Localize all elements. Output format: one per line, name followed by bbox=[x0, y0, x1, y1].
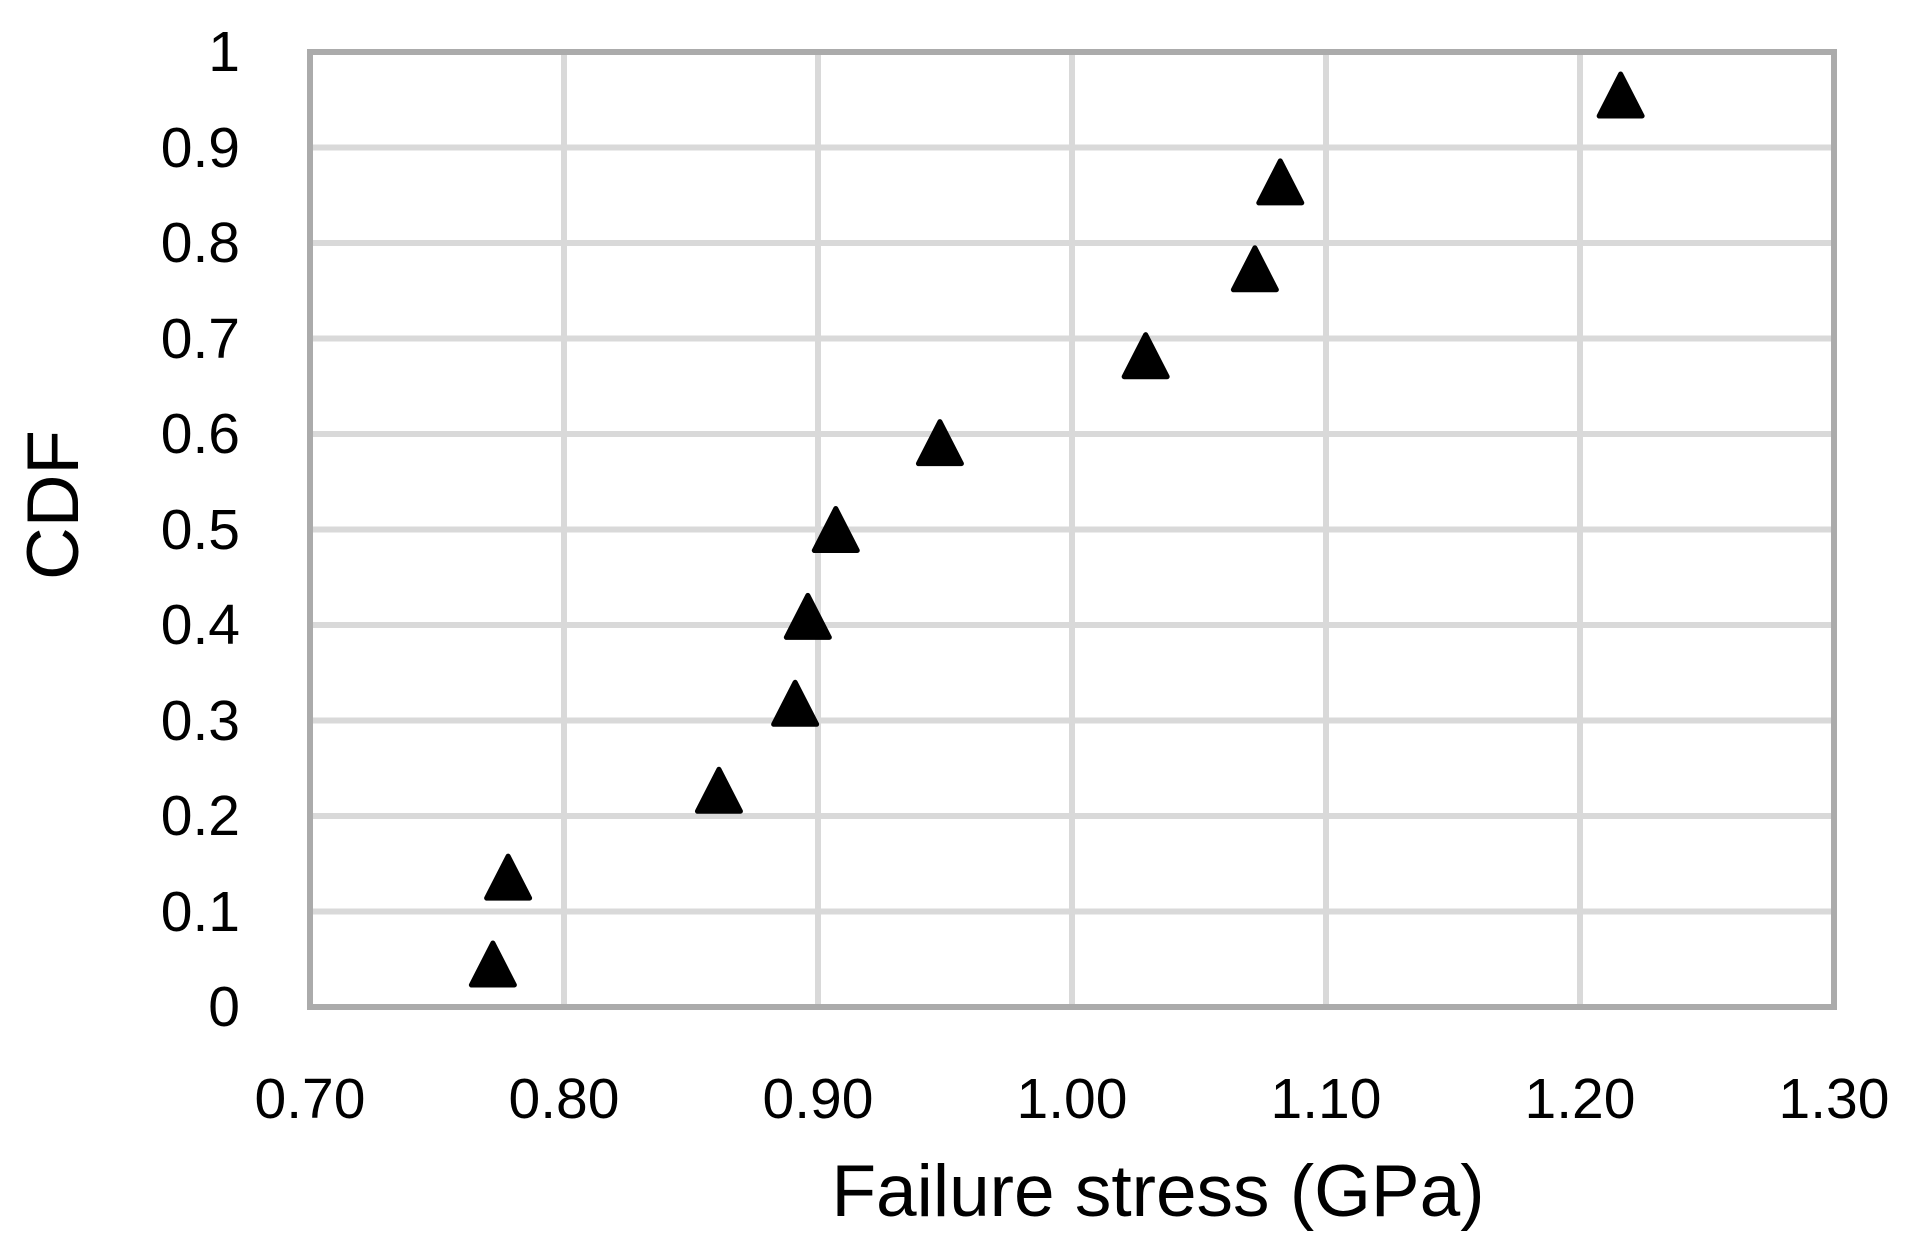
y-axis-tick-label: 0.3 bbox=[160, 688, 240, 753]
x-axis-title: Failure stress (GPa) bbox=[831, 1151, 1485, 1232]
data-point-marker bbox=[783, 592, 832, 640]
y-axis-tick-label: 0.9 bbox=[160, 115, 240, 180]
data-point-marker bbox=[915, 419, 964, 467]
x-axis-tick-label: 1.00 bbox=[1016, 1067, 1128, 1131]
x-axis-tick-label: 1.30 bbox=[1778, 1067, 1890, 1131]
data-point-marker bbox=[1121, 332, 1170, 380]
y-axis-tick-label: 0.5 bbox=[160, 497, 240, 562]
data-point-marker bbox=[811, 506, 860, 553]
data-point-marker bbox=[468, 940, 517, 988]
data-point-marker bbox=[484, 853, 533, 901]
y-axis-tick-label: 0.4 bbox=[160, 593, 240, 657]
x-axis-tick-label: 0.90 bbox=[762, 1067, 874, 1131]
plot-border bbox=[307, 49, 1837, 1010]
data-point-marker bbox=[694, 766, 743, 814]
x-axis-tick-label: 0.80 bbox=[508, 1067, 620, 1131]
y-axis-tick-label: 0.6 bbox=[160, 402, 240, 466]
data-point-marker bbox=[1256, 158, 1305, 206]
x-axis-tick-label: 0.70 bbox=[254, 1067, 366, 1131]
data-point-marker bbox=[1230, 245, 1279, 293]
y-axis-tick-label: 1 bbox=[208, 20, 240, 84]
x-axis-tick-label: 1.10 bbox=[1270, 1067, 1382, 1131]
data-point-marker bbox=[1596, 71, 1645, 119]
x-axis-tick-label: 1.20 bbox=[1524, 1067, 1636, 1131]
y-axis-tick-label: 0.7 bbox=[160, 306, 240, 371]
y-axis-tick-label: 0.1 bbox=[160, 879, 240, 944]
y-axis-tick-label: 0 bbox=[208, 975, 240, 1039]
y-axis-tick-label: 0.8 bbox=[160, 211, 240, 275]
y-axis-tick-label: 0.2 bbox=[160, 784, 240, 848]
data-point-marker bbox=[771, 679, 820, 727]
